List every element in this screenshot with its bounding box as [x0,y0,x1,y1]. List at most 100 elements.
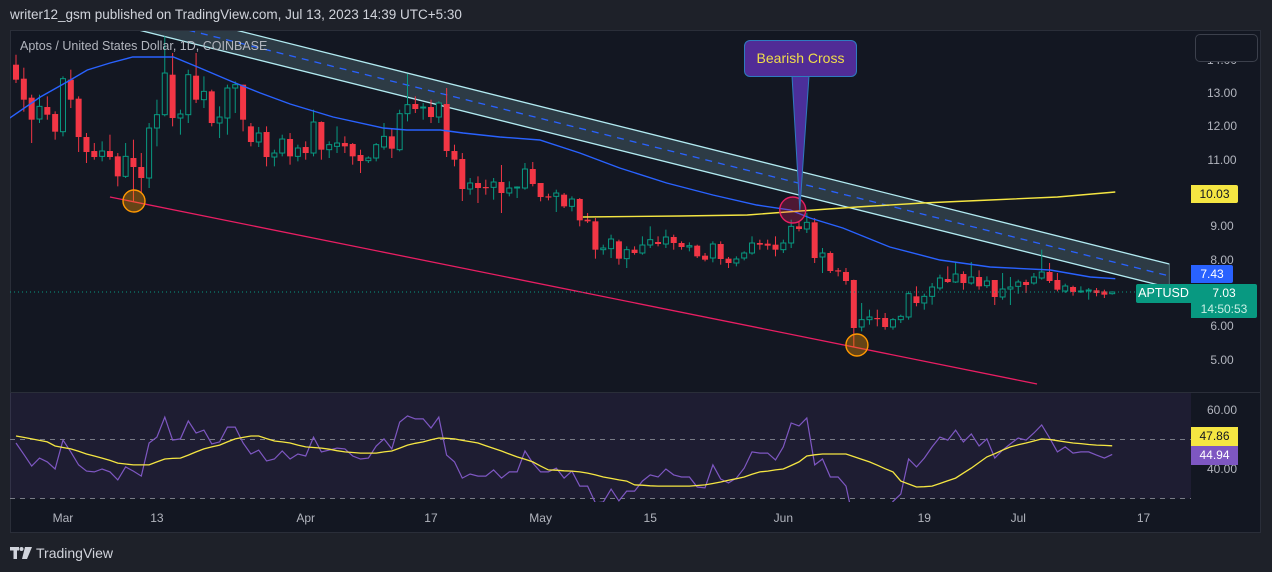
rsi-ma-line[interactable] [15,435,1113,488]
rsi-ma-value-badge: 47.86 [1191,427,1238,446]
candle-down [772,236,779,257]
candle-up [216,106,223,139]
candle-down [451,144,458,167]
candle-up [709,241,716,263]
swing-low-marker-1[interactable] [122,189,146,213]
swing-low-marker-2[interactable] [845,333,869,357]
support-trendline[interactable] [109,196,1038,385]
candle-down [482,179,489,195]
candle-up [490,178,497,200]
channel-upper-line[interactable] [100,0,1170,265]
symbol-title[interactable]: Aptos / United States Dollar, 1D, COINBA… [20,39,268,53]
price-axis-label: 8.00 [1210,252,1234,267]
candle-up [1038,249,1045,280]
candle-down [20,67,27,112]
price-axis-label: 5.00 [1210,352,1234,367]
candle-down [1023,279,1030,293]
bearish-cross-marker[interactable] [779,196,807,224]
candle-up [1085,288,1092,300]
candle-up [866,309,873,325]
candle-up [999,273,1006,300]
candle-up [952,262,959,284]
ma-yellow-line[interactable] [582,191,1116,218]
rsi-axis-label: 40.00 [1206,462,1238,476]
candle-up [420,103,427,120]
candle-up [404,74,411,122]
candle-up [788,219,795,249]
candle-up [521,163,528,190]
price-axis-label: 9.00 [1210,219,1234,234]
candle-down [796,221,802,232]
candlestick-series[interactable] [13,36,1116,347]
candle-down [882,312,889,330]
candle-up [146,123,153,189]
time-axis-label: Mar [52,511,74,525]
candle-down [240,84,247,132]
candle-up [662,229,669,249]
candle-down [263,126,270,167]
candle-up [733,256,740,267]
candle-down [756,239,763,250]
candle-up [161,36,168,117]
candle-up [435,101,442,124]
candle-up [921,293,928,310]
candle-up [373,143,380,162]
candle-up [365,156,372,164]
candle-down [130,139,137,202]
bearish-cross-callout[interactable]: Bearish Cross [744,40,857,77]
price-axis-label: 6.00 [1210,319,1234,334]
candle-up [936,274,943,291]
candle-down [576,198,583,227]
candle-down [114,153,121,187]
price-pane[interactable] [10,0,1170,385]
time-axis-label: Jul [1010,511,1026,525]
rsi-pane[interactable] [10,381,1191,523]
candle-up [153,99,160,147]
channel-lower-line[interactable] [100,20,1170,289]
publisher-line: writer12_gsm published on TradingView.co… [10,7,462,22]
candle-down [459,153,466,202]
candle-up [467,178,474,195]
candle-up [858,302,865,332]
candle-up [279,134,286,157]
candle-down [498,165,505,214]
candle-up [647,226,654,249]
candle-up [381,123,388,150]
candle-down [529,162,536,187]
candle-down [976,270,983,290]
candle-up [224,84,231,135]
ma-blue-line[interactable] [10,56,1116,280]
time-axis-label: 15 [643,511,657,525]
candle-down [615,239,622,265]
candle-down [44,96,51,120]
candle-up [185,69,192,124]
candle-down [388,128,395,159]
rsi-line[interactable] [15,415,1113,522]
rsi-value-badge: 44.94 [1191,446,1238,465]
time-axis-label: Jun [773,511,794,525]
candle-up [310,109,317,157]
channel-median-line[interactable] [100,8,1170,277]
last-price-value: 7.03 [1212,286,1236,300]
candle-up [255,127,262,148]
candle-up [36,94,43,124]
candle-down [811,218,818,264]
candle-up [803,213,810,234]
candle-down [443,88,450,158]
candle-down [169,53,176,127]
chart-frame[interactable] [10,30,1261,533]
time-axis-label: 17 [1136,511,1151,525]
candle-down [83,133,90,164]
candle-down [357,149,364,174]
candle-up [1062,283,1069,293]
candle-down [835,268,842,277]
candle-up [968,262,975,285]
candle-up [326,141,333,159]
time-axis-label: 13 [150,511,164,525]
price-axis-label: 12.00 [1206,119,1238,134]
chart-control-box[interactable] [1195,34,1258,62]
candle-up [819,248,826,274]
footer-branding[interactable]: TradingView [10,544,113,562]
candle-down [1101,289,1108,298]
